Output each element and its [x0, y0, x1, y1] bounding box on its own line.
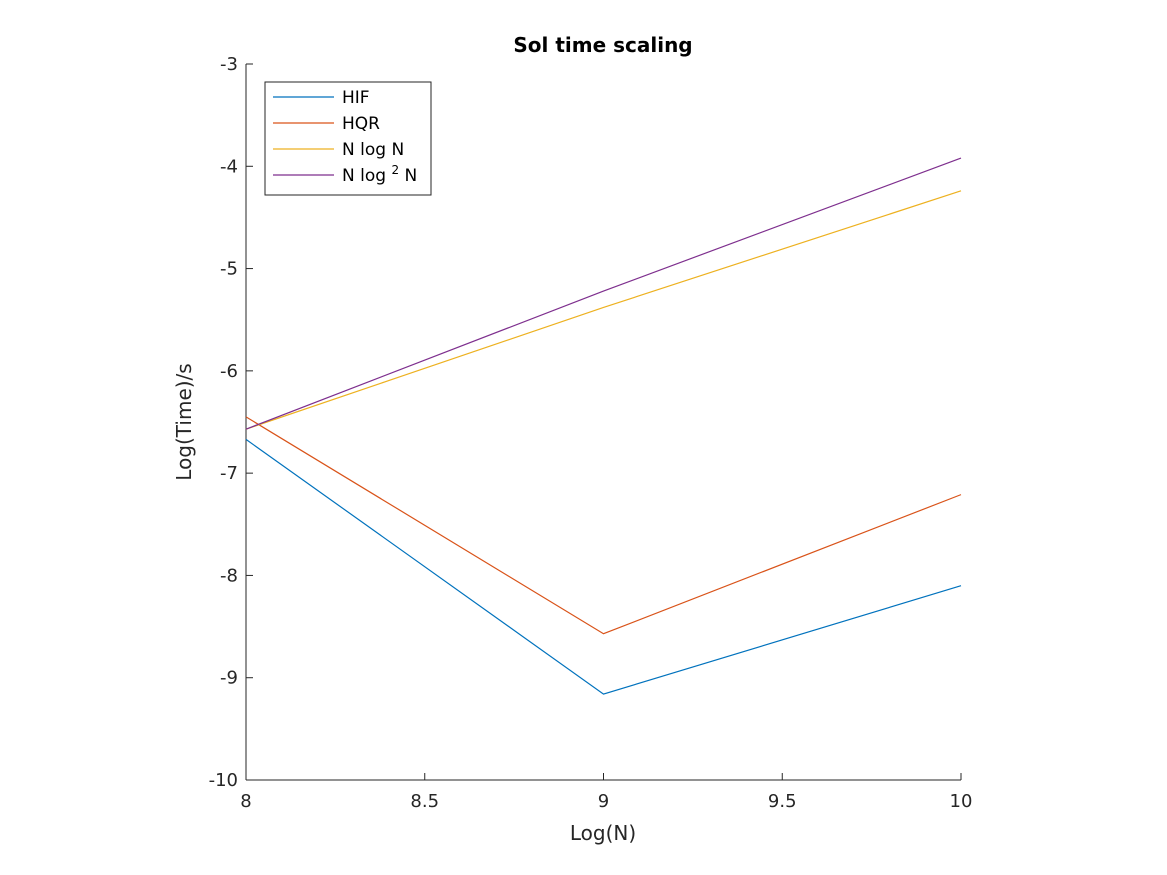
- series-layer: [245, 157, 962, 695]
- y-tick-label: -10: [209, 770, 238, 791]
- y-tick-label: -7: [220, 463, 238, 484]
- y-tick-label: -6: [220, 361, 238, 382]
- y-tick-label: -8: [220, 565, 238, 586]
- legend-box: [264, 81, 432, 196]
- series-line-1: [245, 416, 962, 635]
- legend-label-tail: N: [399, 166, 417, 186]
- y-ticks: -10 -9 -8 -7 -6 -5 -4 -3: [209, 54, 253, 791]
- legend-label-superscript: 2: [391, 163, 399, 177]
- x-tick-label: 9: [598, 791, 609, 812]
- y-tick-label: -9: [220, 668, 238, 689]
- x-ticks: 8 8.5 9 9.5 10: [240, 773, 972, 812]
- y-tick-label: -3: [220, 54, 238, 75]
- chart-title: Sol time scaling: [513, 33, 692, 57]
- series-line-3: [245, 157, 962, 430]
- x-tick-label: 8.5: [410, 791, 439, 812]
- x-tick-label: 8: [240, 791, 251, 812]
- legend-label: N log N: [342, 140, 404, 160]
- legend-label: HQR: [342, 114, 380, 134]
- x-tick-label: 9.5: [768, 791, 797, 812]
- series-line-0: [245, 438, 962, 695]
- x-axis-label: Log(N): [570, 821, 636, 845]
- x-tick-label: 10: [950, 791, 973, 812]
- legend-label-main: N log: [342, 166, 391, 186]
- y-tick-label: -5: [220, 259, 238, 280]
- y-tick-label: -4: [220, 156, 238, 177]
- legend-label: N log 2 N: [342, 163, 417, 186]
- legend-label: HIF: [342, 88, 370, 108]
- y-axis-label: Log(Time)/s: [172, 363, 196, 480]
- series-line-2: [245, 190, 962, 430]
